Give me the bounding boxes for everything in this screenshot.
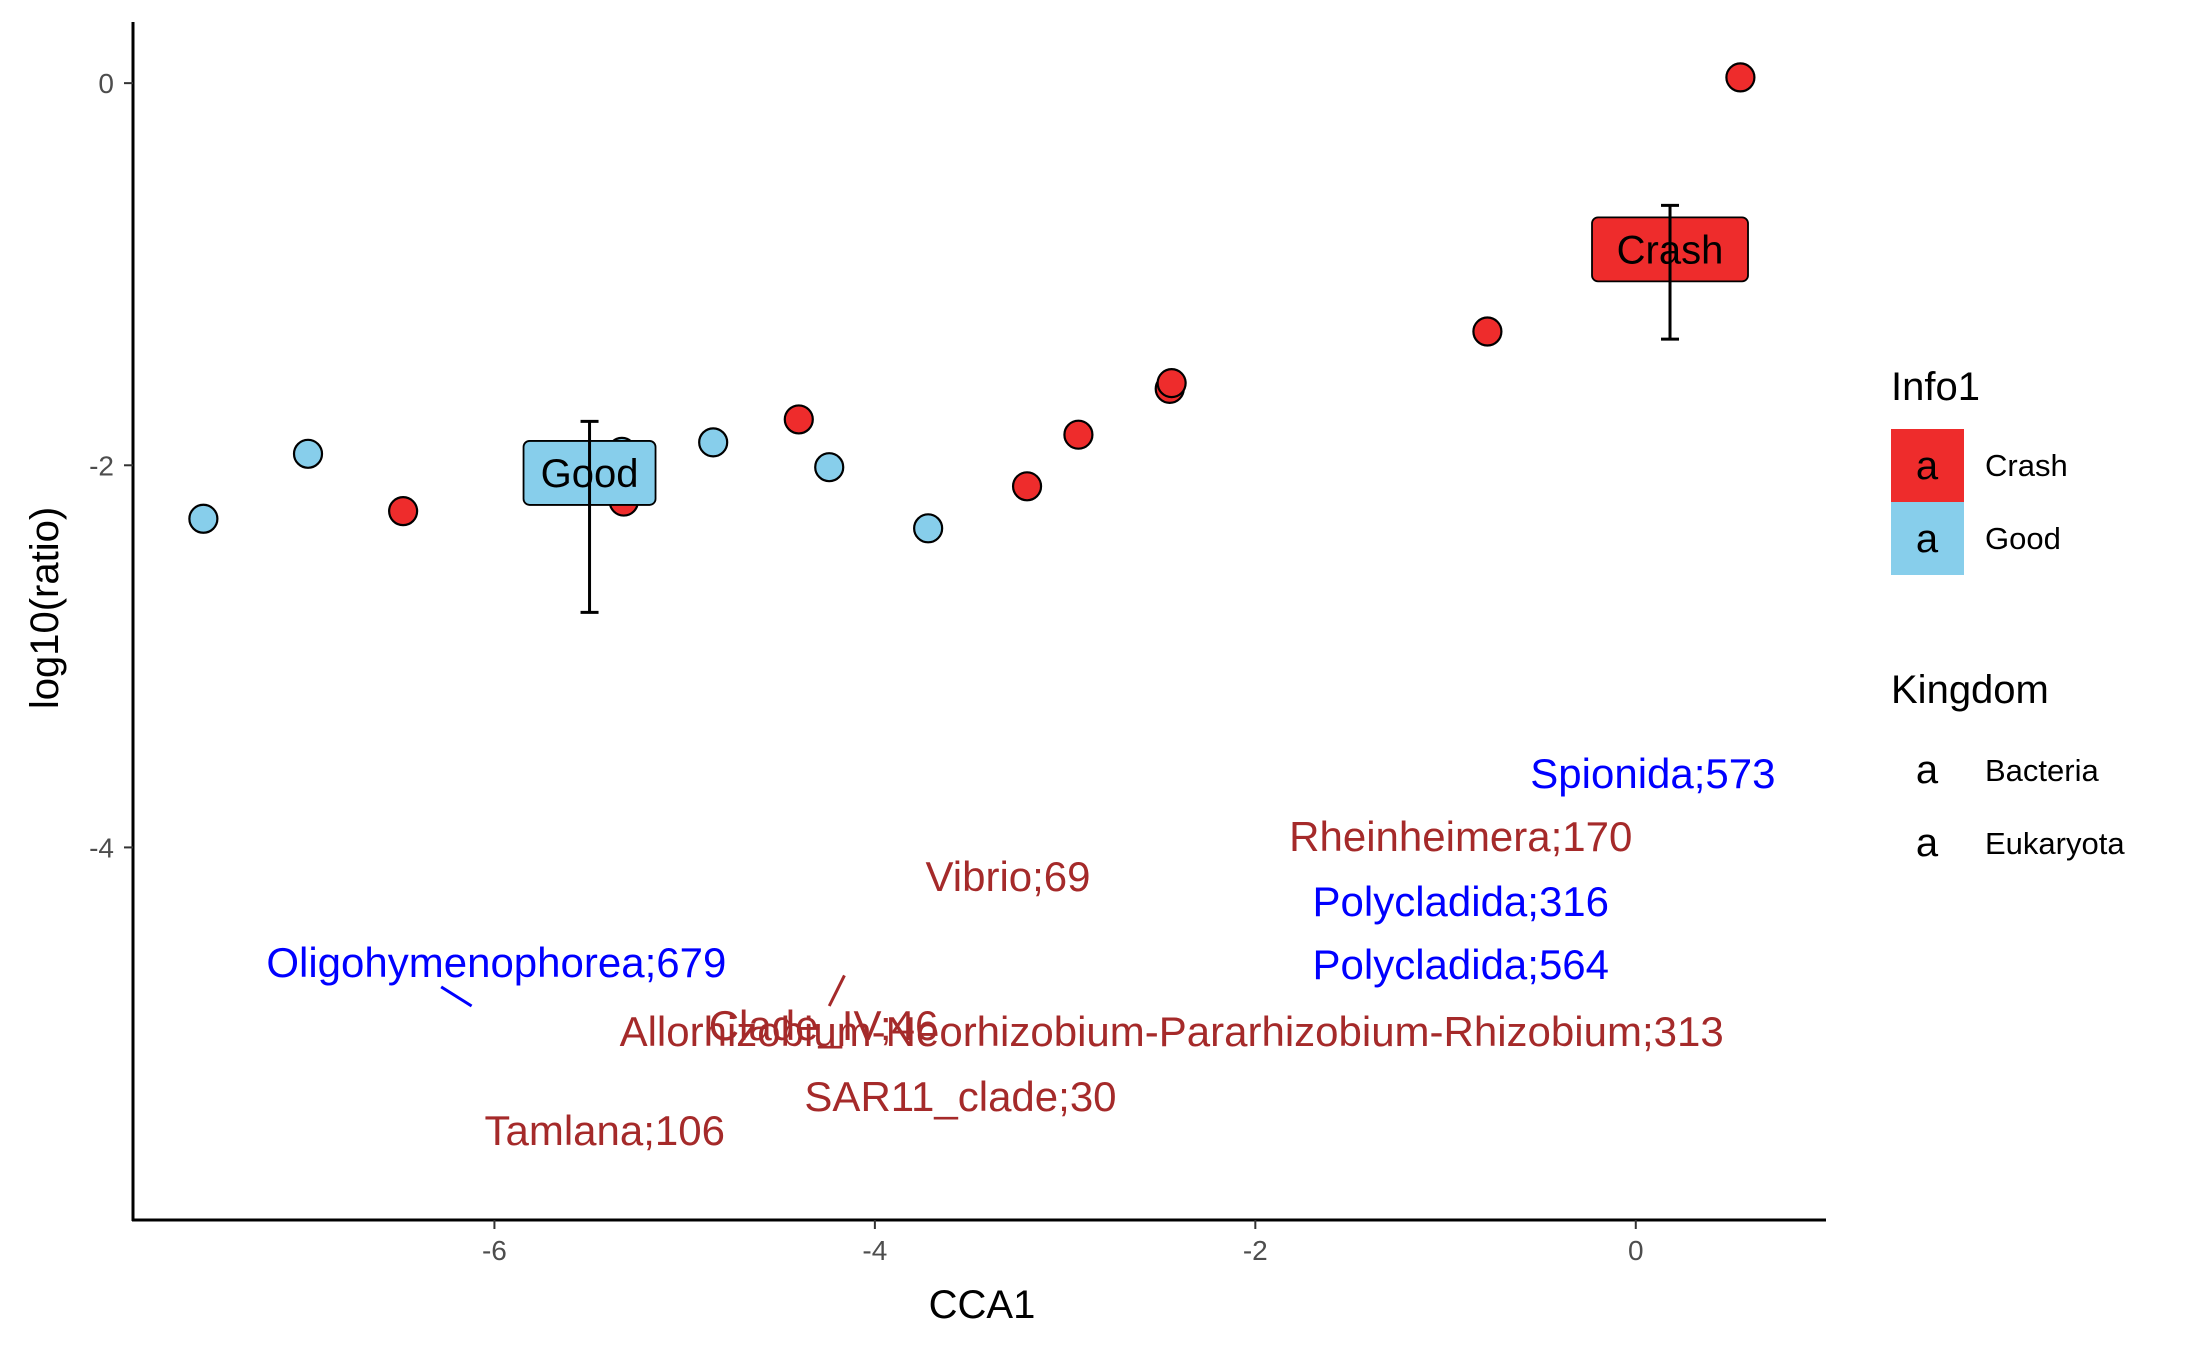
point-crash — [783, 404, 814, 435]
legend-title-info1: Info1 — [1891, 365, 1980, 409]
point-crash — [1156, 368, 1187, 399]
y-tick-label: -2 — [89, 450, 114, 481]
taxon-label: Polycladida;316 — [1312, 878, 1609, 925]
taxon-label: Spionida;573 — [1530, 750, 1775, 797]
taxon-label: Vibrio;69 — [926, 853, 1091, 900]
legend-label: Good — [1985, 521, 2061, 556]
point-crash — [1011, 471, 1043, 502]
legend-key-glyph: a — [1916, 517, 1939, 561]
point-good — [913, 513, 944, 544]
taxon-label: Clade_IV;46 — [709, 1002, 939, 1049]
taxon-label: Allorhizobium-Neorhizobium-Pararhizobium… — [620, 1008, 1724, 1055]
point-crash — [1063, 419, 1094, 450]
point-good — [698, 427, 729, 458]
leader-line — [440, 985, 473, 1008]
x-axis-title: CCA1 — [929, 1283, 1036, 1327]
legend-label: Bacteria — [1985, 753, 2099, 788]
y-tick-label: 0 — [98, 68, 114, 99]
point-crash — [1725, 62, 1756, 93]
taxon-label: Rheinheimera;170 — [1289, 813, 1632, 860]
legend-key — [1891, 429, 1964, 502]
legend-title-kingdom: Kingdom — [1891, 668, 2049, 712]
x-tick-label: -2 — [1243, 1235, 1268, 1266]
point-good — [814, 452, 845, 483]
taxon-label: Tamlana;106 — [485, 1107, 726, 1154]
point-crash — [1472, 316, 1503, 347]
taxon-label: Polycladida;564 — [1312, 941, 1609, 988]
point-good — [292, 438, 324, 469]
legend-label: Crash — [1985, 448, 2068, 483]
taxon-label: SAR11_clade;30 — [804, 1073, 1116, 1120]
legend-key-glyph: a — [1916, 444, 1939, 488]
taxon-label: Oligohymenophorea;679 — [266, 939, 726, 986]
leader-line — [827, 974, 846, 1007]
legends: Info1 a Crash a Good Kingdom a Bacteria a Eukaryo… — [1891, 365, 2125, 865]
axes: -6 -4 -2 0 0 -2 -4 — [89, 22, 1826, 1266]
y-axis-title: log10(ratio) — [23, 507, 67, 709]
taxon-labels: Spionida;573 Rheinheimera;170 Vibrio;69 Pol… — [266, 750, 1775, 1154]
data-points — [188, 62, 1756, 544]
point-good — [188, 503, 219, 534]
legend-key-glyph: a — [1916, 821, 1939, 865]
legend-label: Eukaryota — [1985, 826, 2125, 861]
y-tick-label: -4 — [89, 832, 114, 863]
legend-key-glyph: a — [1916, 748, 1939, 792]
point-crash — [388, 496, 419, 527]
label-leader-lines — [440, 974, 846, 1008]
x-tick-label: -6 — [482, 1235, 507, 1266]
x-tick-label: -4 — [862, 1235, 887, 1266]
x-tick-label: 0 — [1628, 1235, 1644, 1266]
legend-key — [1891, 502, 1964, 575]
